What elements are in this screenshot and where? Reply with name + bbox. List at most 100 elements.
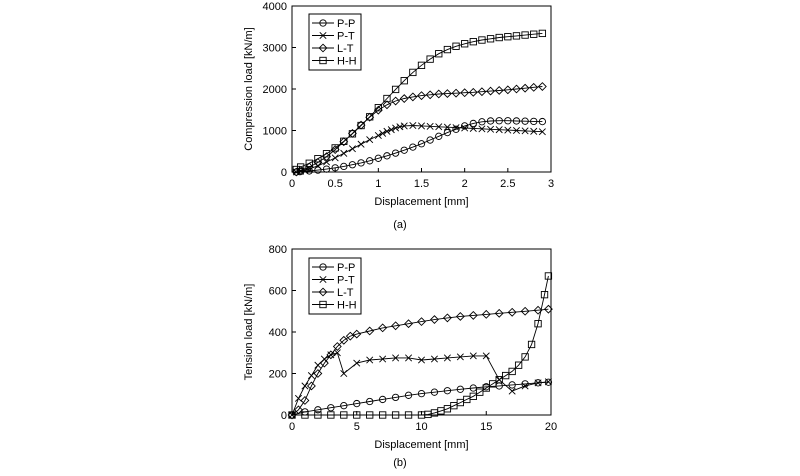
data-point-p-t-b — [482, 352, 490, 360]
data-point-p-p-a — [314, 166, 322, 174]
data-point-p-p-b — [366, 397, 374, 406]
data-point-h-h-a — [331, 144, 339, 152]
series-line-p-p-b — [291, 381, 549, 416]
data-point-h-h-b — [508, 367, 516, 376]
data-point-p-t-a — [374, 131, 382, 139]
data-point-p-t-a — [340, 149, 348, 157]
y-tick-label-a: 0 — [281, 167, 287, 179]
data-point-h-h-a — [495, 33, 503, 42]
data-point-h-h-b — [404, 411, 413, 419]
series-line-p-t-a — [296, 125, 543, 173]
data-point-h-h-a — [512, 32, 521, 40]
data-point-h-h-a — [357, 121, 365, 130]
data-point-p-p-a — [409, 143, 417, 151]
data-point-l-t-a — [460, 88, 470, 98]
x-tick-label-a: 2 — [462, 178, 468, 190]
x-tick-label-b: 10 — [415, 421, 427, 433]
y-tick-label-a: 1000 — [263, 126, 287, 138]
data-point-h-h-b — [340, 411, 348, 419]
data-point-h-h-b — [327, 411, 335, 419]
data-point-p-t-a — [461, 124, 469, 132]
data-point-p-t-a — [538, 128, 546, 136]
x-tick-label-a: 1.5 — [414, 178, 429, 190]
data-point-h-h-b — [495, 376, 503, 384]
data-point-h-h-a — [296, 163, 305, 171]
data-point-p-t-b — [340, 369, 348, 378]
data-point-h-h-a — [435, 50, 443, 58]
data-point-l-t-a — [451, 88, 461, 98]
data-point-p-t-a — [387, 126, 395, 134]
data-point-p-p-b — [521, 380, 529, 388]
data-point-p-t-a — [478, 125, 486, 133]
data-point-h-h-a — [504, 33, 512, 41]
data-point-p-t-a — [512, 126, 520, 135]
data-point-p-p-a — [452, 125, 460, 133]
data-point-p-p-b — [404, 391, 413, 399]
legend-marker-p-p-a — [319, 19, 327, 27]
data-point-p-p-a — [400, 146, 408, 154]
data-point-h-h-b — [502, 371, 510, 380]
data-point-l-t-b — [507, 307, 517, 317]
series-h-h-a — [292, 29, 547, 174]
data-point-l-t-b — [543, 304, 553, 314]
data-point-l-t-a — [434, 89, 444, 99]
data-point-p-t-b — [301, 382, 309, 390]
data-point-p-t-b — [534, 379, 542, 387]
data-point-h-h-b — [514, 361, 523, 369]
x-tick-label-b: 5 — [354, 421, 360, 433]
series-p-t-a — [292, 122, 546, 176]
data-point-p-p-a — [486, 117, 495, 125]
data-point-p-p-a — [469, 119, 477, 128]
data-point-h-h-b — [521, 353, 529, 361]
data-point-p-p-a — [331, 164, 339, 172]
data-point-p-t-a — [331, 154, 339, 162]
data-point-l-t-b — [417, 317, 426, 327]
y-tick-label-a: 2000 — [263, 84, 287, 96]
data-point-l-t-a — [512, 84, 521, 94]
data-point-l-t-b — [378, 323, 388, 333]
legend-label-p-p-b: P-P — [337, 262, 355, 274]
y-tick-label-a: 3000 — [263, 43, 287, 55]
data-point-l-t-a — [391, 96, 401, 106]
data-point-p-t-b — [544, 378, 552, 386]
data-point-l-t-b — [430, 315, 439, 324]
data-point-h-h-b — [469, 392, 477, 400]
x-tick-label-b: 20 — [545, 421, 557, 433]
data-point-h-h-a — [391, 85, 400, 94]
data-point-p-p-a — [521, 117, 529, 125]
y-tick-label-b: 200 — [269, 369, 287, 381]
series-l-t-b — [287, 304, 553, 420]
data-point-h-h-b — [476, 388, 484, 396]
data-point-p-t-a — [487, 125, 495, 133]
data-point-p-t-a — [383, 127, 391, 135]
legend-marker-l-t-b — [318, 287, 328, 297]
data-point-l-t-b — [404, 319, 413, 329]
data-point-p-p-b — [443, 387, 452, 395]
data-point-p-t-b — [508, 387, 516, 395]
data-point-l-t-a — [417, 91, 426, 101]
data-point-l-t-b — [455, 312, 465, 321]
legend-marker-h-h-b — [319, 300, 327, 309]
series-line-p-p-a — [296, 120, 543, 173]
data-point-p-p-b — [378, 395, 387, 404]
x-tick-label-a: 3 — [548, 178, 554, 190]
data-point-p-p-a — [461, 122, 469, 130]
data-point-p-t-a — [452, 124, 460, 132]
data-point-p-t-a — [366, 136, 374, 144]
data-point-p-p-a — [504, 117, 512, 125]
data-point-l-t-b — [326, 350, 336, 360]
data-point-l-t-b — [319, 358, 329, 368]
data-point-p-t-a — [435, 123, 443, 131]
data-point-l-t-b — [481, 309, 491, 319]
data-point-p-p-b — [508, 381, 516, 389]
series-p-p-a — [292, 117, 547, 176]
data-point-p-t-a — [495, 126, 503, 134]
data-point-h-h-a — [322, 150, 331, 158]
data-point-p-p-a — [348, 161, 357, 169]
data-point-p-t-b — [521, 382, 529, 390]
data-point-p-t-a — [426, 122, 434, 130]
series-line-h-h-b — [292, 275, 549, 416]
data-point-h-h-b — [288, 411, 296, 419]
data-point-p-p-a — [322, 165, 331, 173]
data-point-l-t-a — [503, 85, 513, 95]
